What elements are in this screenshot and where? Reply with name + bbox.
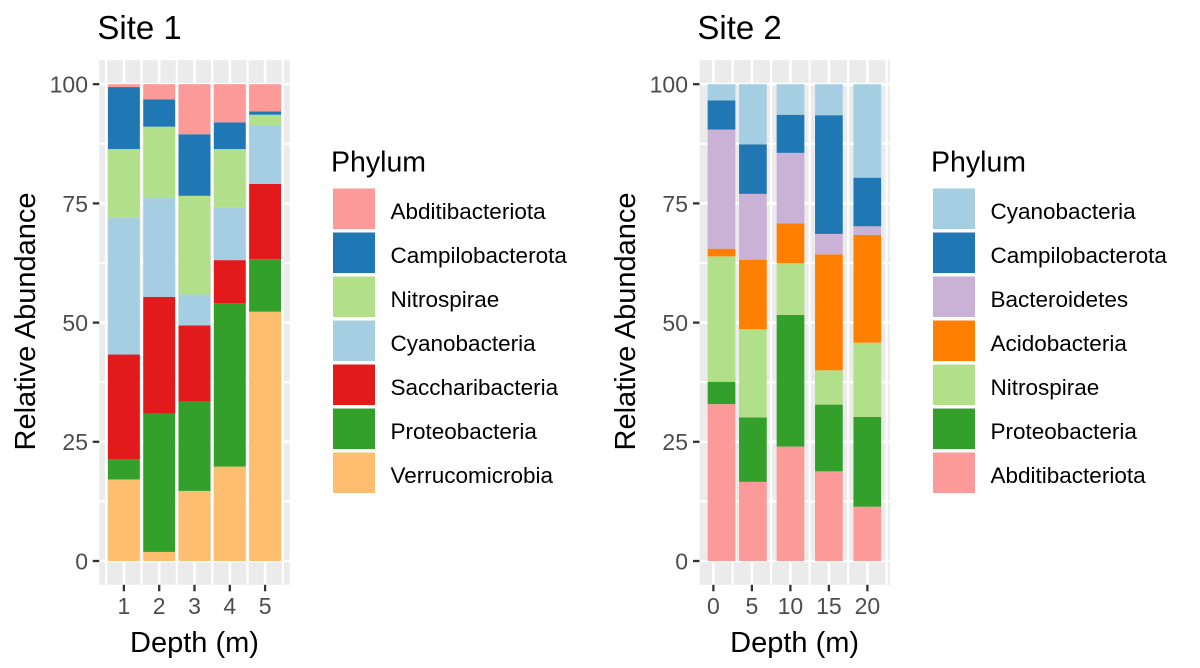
svg-text:Acidobacteria: Acidobacteria — [991, 331, 1128, 356]
svg-text:Depth (m): Depth (m) — [730, 627, 859, 659]
svg-text:75: 75 — [662, 191, 688, 217]
svg-text:Abditibacteriota: Abditibacteriota — [991, 463, 1147, 488]
svg-text:Proteobacteria: Proteobacteria — [391, 419, 538, 444]
svg-text:Campilobacterota: Campilobacterota — [991, 243, 1168, 268]
svg-text:Cyanobacteria: Cyanobacteria — [991, 199, 1137, 224]
svg-text:0: 0 — [675, 548, 688, 574]
svg-text:Depth (m): Depth (m) — [130, 627, 259, 659]
svg-text:5: 5 — [746, 593, 759, 619]
svg-text:50: 50 — [662, 310, 688, 336]
svg-text:Proteobacteria: Proteobacteria — [991, 419, 1138, 444]
svg-text:Abditibacteriota: Abditibacteriota — [391, 199, 547, 224]
svg-text:Relative Abundance: Relative Abundance — [10, 193, 42, 451]
svg-text:Campilobacterota: Campilobacterota — [391, 243, 568, 268]
svg-text:Nitrospirae: Nitrospirae — [391, 287, 500, 312]
svg-text:100: 100 — [50, 72, 88, 98]
svg-text:Site 1: Site 1 — [97, 9, 181, 46]
svg-text:20: 20 — [855, 593, 881, 619]
svg-text:Bacteroidetes: Bacteroidetes — [991, 287, 1129, 312]
svg-text:3: 3 — [188, 593, 201, 619]
svg-text:Site 2: Site 2 — [697, 9, 781, 46]
svg-text:25: 25 — [62, 429, 88, 455]
svg-text:Saccharibacteria: Saccharibacteria — [391, 375, 559, 400]
svg-text:100: 100 — [650, 72, 688, 98]
svg-text:75: 75 — [62, 191, 88, 217]
svg-text:Relative Abundance: Relative Abundance — [610, 193, 642, 451]
svg-text:10: 10 — [778, 593, 804, 619]
svg-text:25: 25 — [662, 429, 688, 455]
svg-text:Nitrospirae: Nitrospirae — [991, 375, 1100, 400]
svg-text:Verrucomicrobia: Verrucomicrobia — [391, 463, 554, 488]
svg-text:5: 5 — [259, 593, 272, 619]
svg-text:0: 0 — [75, 548, 88, 574]
svg-text:2: 2 — [153, 593, 166, 619]
svg-text:4: 4 — [223, 593, 236, 619]
svg-text:15: 15 — [816, 593, 842, 619]
svg-text:Phylum: Phylum — [331, 147, 426, 179]
svg-text:0: 0 — [707, 593, 720, 619]
svg-text:Cyanobacteria: Cyanobacteria — [391, 331, 537, 356]
svg-text:50: 50 — [62, 310, 88, 336]
svg-text:Phylum: Phylum — [931, 147, 1026, 179]
svg-text:1: 1 — [118, 593, 131, 619]
